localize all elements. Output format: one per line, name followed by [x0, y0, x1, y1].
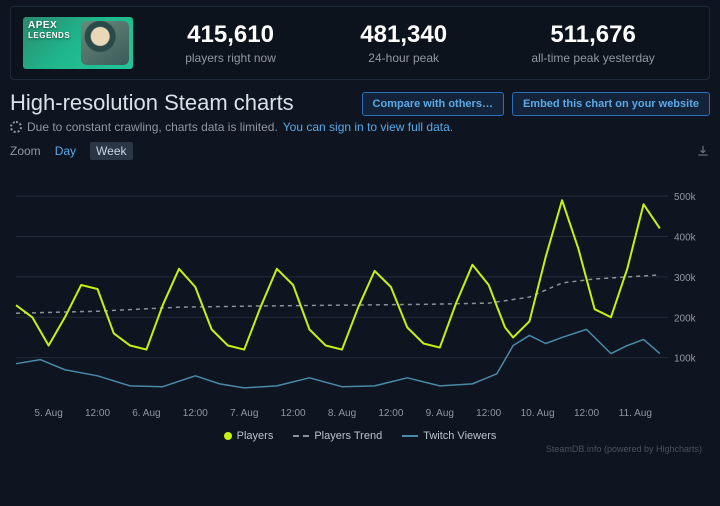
svg-text:12:00: 12:00 — [476, 408, 501, 419]
chart-credit: SteamDB.info (powered by Highcharts) — [8, 444, 702, 454]
loading-spinner-icon — [10, 121, 22, 133]
svg-text:10. Aug: 10. Aug — [521, 408, 555, 419]
zoom-day-button[interactable]: Day — [49, 142, 82, 160]
svg-text:400k: 400k — [674, 233, 697, 244]
svg-text:8. Aug: 8. Aug — [328, 408, 356, 419]
page-title: High-resolution Steam charts — [10, 90, 294, 116]
svg-text:12:00: 12:00 — [85, 408, 110, 419]
svg-text:100k: 100k — [674, 354, 697, 365]
stat-players-now: 415,610 players right now — [185, 21, 276, 65]
svg-text:12:00: 12:00 — [574, 408, 599, 419]
svg-text:11. Aug: 11. Aug — [619, 408, 652, 419]
svg-text:300k: 300k — [674, 273, 697, 284]
svg-text:6. Aug: 6. Aug — [132, 408, 160, 419]
game-thumbnail[interactable]: APEXLEGENDS — [23, 17, 133, 69]
svg-text:9. Aug: 9. Aug — [426, 408, 454, 419]
svg-text:12:00: 12:00 — [183, 408, 208, 419]
zoom-label: Zoom — [10, 144, 41, 158]
sign-in-link[interactable]: You can sign in to view full data. — [283, 120, 453, 134]
download-icon[interactable] — [696, 144, 710, 158]
stats-panel: APEXLEGENDS 415,610 players right now 48… — [10, 6, 710, 80]
svg-text:12:00: 12:00 — [281, 408, 306, 419]
svg-text:200k: 200k — [674, 313, 697, 324]
svg-text:500k: 500k — [674, 192, 697, 203]
chart[interactable]: 100k 200k 300k 400k 500k 5. Aug 12:00 6. Aug 12:… — [8, 166, 712, 456]
zoom-week-button[interactable]: Week — [90, 142, 132, 160]
legend-trend[interactable]: Players Trend — [293, 430, 382, 442]
legend-players[interactable]: Players — [224, 430, 274, 442]
compare-button[interactable]: Compare with others… — [362, 92, 504, 116]
stat-all-time-peak: 511,676 all-time peak yesterday — [531, 21, 654, 65]
limited-data-notice: Due to constant crawling, charts data is… — [10, 120, 710, 134]
svg-text:7. Aug: 7. Aug — [230, 408, 258, 419]
svg-text:12:00: 12:00 — [378, 408, 403, 419]
legend-twitch[interactable]: Twitch Viewers — [402, 430, 496, 442]
stat-24h-peak: 481,340 24-hour peak — [360, 21, 447, 65]
embed-button[interactable]: Embed this chart on your website — [512, 92, 710, 116]
svg-text:5. Aug: 5. Aug — [34, 408, 62, 419]
chart-legend: Players Players Trend Twitch Viewers — [8, 430, 712, 442]
